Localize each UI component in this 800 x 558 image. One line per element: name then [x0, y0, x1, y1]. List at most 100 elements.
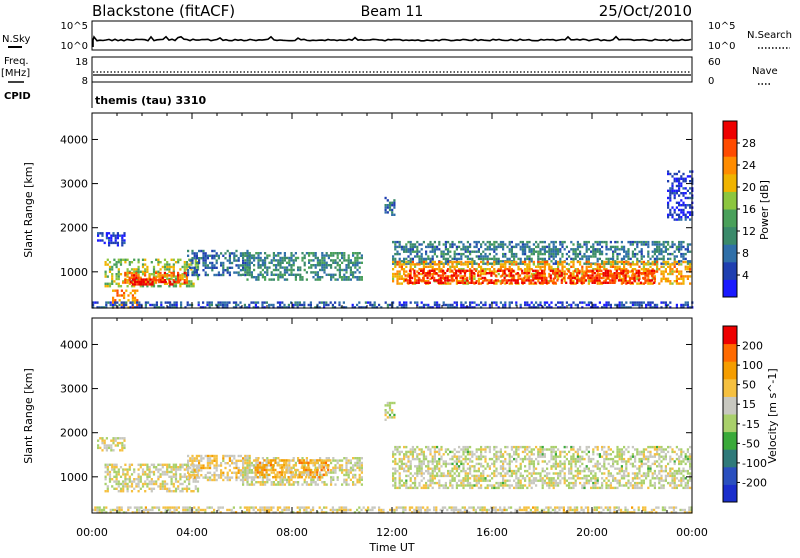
heatmap-cell [394, 477, 396, 479]
heatmap-cell [524, 258, 526, 260]
heatmap-cell [438, 266, 440, 268]
heatmap-cell [422, 270, 424, 272]
heatmap-cell [244, 479, 246, 481]
heatmap-cell [124, 259, 126, 261]
heatmap-cell [202, 255, 204, 257]
heatmap-cell [458, 451, 460, 453]
heatmap-cell [680, 216, 682, 218]
heatmap-cell [423, 463, 425, 465]
heatmap-cell [585, 272, 587, 274]
heatmap-cell [427, 274, 429, 276]
heatmap-cell [121, 442, 123, 444]
heatmap-cell [572, 301, 574, 303]
heatmap-cell [157, 285, 159, 287]
heatmap-cell [599, 266, 601, 268]
heatmap-cell [105, 263, 107, 265]
heatmap-cell [263, 469, 265, 471]
heatmap-cell [685, 261, 687, 263]
heatmap-cell [652, 243, 654, 245]
heatmap-cell [249, 455, 251, 457]
heatmap-cell [429, 243, 431, 245]
heatmap-cell [425, 487, 427, 489]
heatmap-cell [473, 241, 475, 243]
heatmap-cell [449, 304, 451, 306]
heatmap-cell [689, 275, 691, 277]
heatmap-cell [249, 264, 251, 266]
heatmap-cell [412, 448, 414, 450]
heatmap-cell [405, 251, 407, 253]
heatmap-cell [115, 242, 117, 244]
heatmap-cell [293, 481, 295, 483]
heatmap-cell [473, 272, 475, 274]
heatmap-cell [504, 266, 506, 268]
heatmap-cell [456, 266, 458, 268]
heatmap-cell [575, 258, 577, 260]
heatmap-cell [196, 455, 198, 457]
heatmap-cell [644, 274, 646, 276]
heatmap-cell [682, 209, 684, 211]
heatmap-cell [511, 241, 513, 243]
heatmap-cell [122, 281, 124, 283]
heatmap-cell [152, 281, 154, 283]
heatmap-cell [454, 468, 456, 470]
heatmap-cell [284, 271, 286, 273]
heatmap-cell [482, 277, 484, 279]
heatmap-cell [542, 241, 544, 243]
heatmap-cell [599, 263, 601, 265]
heatmap-cell [460, 270, 462, 272]
heatmap-cell [522, 251, 524, 253]
heatmap-cell [292, 474, 294, 476]
heatmap-cell [144, 473, 146, 475]
heatmap-cell [484, 248, 486, 250]
heatmap-cell [440, 279, 442, 281]
heatmap-cell [209, 472, 211, 474]
heatmap-cell [266, 274, 268, 276]
heatmap-cell [570, 304, 572, 306]
heatmap-cell [513, 253, 515, 255]
heatmap-cell [667, 173, 669, 175]
heatmap-cell [669, 194, 671, 196]
heatmap-cell [118, 278, 120, 280]
heatmap-cell [460, 241, 462, 243]
heatmap-cell [616, 270, 618, 272]
heatmap-cell [423, 304, 425, 306]
heatmap-cell [401, 451, 403, 453]
heatmap-cell [394, 263, 396, 265]
heatmap-cell [164, 272, 166, 274]
heatmap-cell [511, 246, 513, 248]
heatmap-cell [249, 469, 251, 471]
heatmap-cell [469, 258, 471, 260]
heatmap-cell [438, 279, 440, 281]
heatmap-cell [286, 269, 288, 271]
heatmap-cell [359, 257, 361, 259]
heatmap-cell [616, 261, 618, 263]
heatmap-cell [616, 274, 618, 276]
heatmap-cell [310, 259, 312, 261]
heatmap-cell [403, 453, 405, 455]
heatmap-cell [642, 272, 644, 274]
heatmap-cell [261, 469, 263, 471]
heatmap-cell [218, 257, 220, 259]
y-tick-label: 1000 [60, 266, 88, 279]
heatmap-cell [465, 460, 467, 462]
heatmap-cell [423, 263, 425, 265]
heatmap-cell [647, 246, 649, 248]
heatmap-cell [184, 473, 186, 475]
heatmap-cell [667, 202, 669, 204]
heatmap-cell [491, 243, 493, 245]
heatmap-cell [218, 255, 220, 257]
heatmap-cell [157, 259, 159, 261]
heatmap-cell [144, 490, 146, 492]
heatmap-cell [665, 241, 667, 243]
heatmap-cell [157, 471, 159, 473]
heatmap-cell [682, 202, 684, 204]
heatmap-cell [274, 469, 276, 471]
heatmap-cell [394, 243, 396, 245]
heatmap-cell [667, 241, 669, 243]
heatmap-cell [367, 301, 369, 303]
heatmap-cell [504, 261, 506, 263]
heatmap-cell [418, 448, 420, 450]
heatmap-cell [434, 246, 436, 248]
heatmap-cell [685, 187, 687, 189]
heatmap-cell [550, 248, 552, 250]
